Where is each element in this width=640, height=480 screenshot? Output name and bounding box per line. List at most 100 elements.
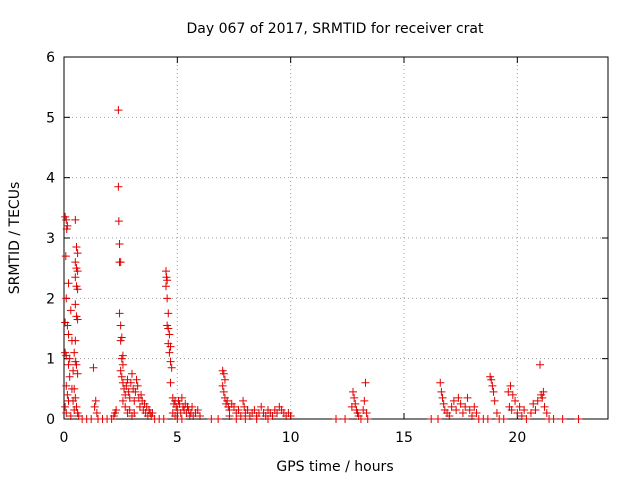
data-point (286, 411, 295, 420)
data-point (62, 381, 71, 390)
data-point (63, 390, 72, 399)
data-point (506, 381, 515, 390)
data-point (458, 408, 467, 417)
data-point (163, 294, 172, 303)
data-point (241, 415, 250, 423)
x-tick-label: 20 (508, 430, 526, 446)
data-point (449, 396, 458, 405)
data-point (87, 415, 96, 423)
y-tick-label: 5 (46, 110, 55, 126)
data-point (362, 408, 371, 417)
y-tick-label: 0 (46, 412, 55, 428)
data-point (515, 402, 524, 411)
data-point (558, 415, 567, 423)
data-point (117, 372, 126, 381)
data-point (62, 294, 71, 303)
data-point (71, 273, 80, 282)
data-point (115, 240, 124, 249)
data-point (166, 342, 175, 351)
data-point (89, 363, 98, 372)
data-point (124, 387, 133, 396)
data-point (65, 354, 74, 363)
data-point (332, 415, 340, 423)
data-point (130, 408, 139, 417)
data-point (131, 387, 140, 396)
data-point (356, 415, 365, 423)
data-point (529, 399, 538, 408)
data-point (70, 348, 79, 357)
data-point (166, 378, 175, 387)
data-point (64, 279, 73, 288)
data-point (538, 393, 547, 402)
data-point (133, 381, 142, 390)
data-point (90, 402, 99, 411)
data-point (116, 321, 125, 330)
data-point (72, 402, 81, 411)
data-point (118, 396, 127, 405)
data-point (71, 336, 80, 345)
data-point (437, 387, 446, 396)
x-axis-label: GPS time / hours (276, 459, 393, 475)
data-point (549, 415, 558, 423)
data-point (488, 381, 497, 390)
data-point (114, 106, 123, 115)
data-point (513, 408, 522, 417)
x-tick-label: 10 (282, 430, 300, 446)
data-point (69, 366, 78, 375)
data-point (193, 405, 202, 414)
data-point (257, 402, 266, 411)
data-point (531, 405, 540, 414)
data-point (73, 249, 82, 258)
data-point (137, 390, 146, 399)
data-point (542, 408, 551, 417)
data-point (219, 387, 228, 396)
data-point (72, 360, 81, 369)
data-point (232, 415, 241, 423)
chart-title: Day 067 of 2017, SRMTID for receiver cra… (187, 21, 484, 37)
data-point (71, 300, 80, 309)
data-point (121, 402, 130, 411)
data-point (218, 381, 227, 390)
data-point (536, 360, 544, 369)
data-point (456, 399, 465, 408)
x-tick-label: 5 (173, 430, 182, 446)
data-point (507, 405, 516, 414)
data-point (66, 306, 75, 315)
data-point (454, 393, 463, 402)
data-point (164, 309, 173, 318)
data-point (273, 408, 282, 417)
x-tick-label: 0 (60, 430, 69, 446)
data-point (166, 357, 175, 366)
data-point (66, 411, 75, 420)
data-point (116, 366, 125, 375)
data-point (522, 415, 531, 423)
data-point (72, 243, 81, 252)
data-point (114, 182, 123, 191)
data-point (214, 415, 223, 423)
data-point (73, 315, 82, 324)
data-point (434, 415, 442, 423)
data-point (73, 267, 82, 276)
data-point (351, 399, 360, 408)
data-point (539, 387, 548, 396)
data-point (126, 378, 135, 387)
data-point (188, 402, 197, 411)
data-point (361, 378, 370, 387)
data-point (349, 387, 357, 396)
axis-ticks: 0 1 2 3 4 5 6 0 5 10 15 20 (46, 50, 608, 446)
data-point (350, 393, 359, 402)
data-point (427, 415, 436, 423)
data-point (92, 408, 101, 417)
y-tick-label: 6 (46, 50, 55, 66)
data-point (132, 375, 141, 384)
y-tick-label: 1 (46, 352, 55, 368)
data-point (73, 285, 82, 294)
data-point (472, 408, 481, 417)
data-point (165, 348, 174, 357)
y-tick-label: 3 (46, 231, 55, 247)
gridlines (64, 57, 608, 419)
data-point (461, 402, 470, 411)
data-point (63, 321, 72, 330)
data-point (177, 393, 186, 402)
